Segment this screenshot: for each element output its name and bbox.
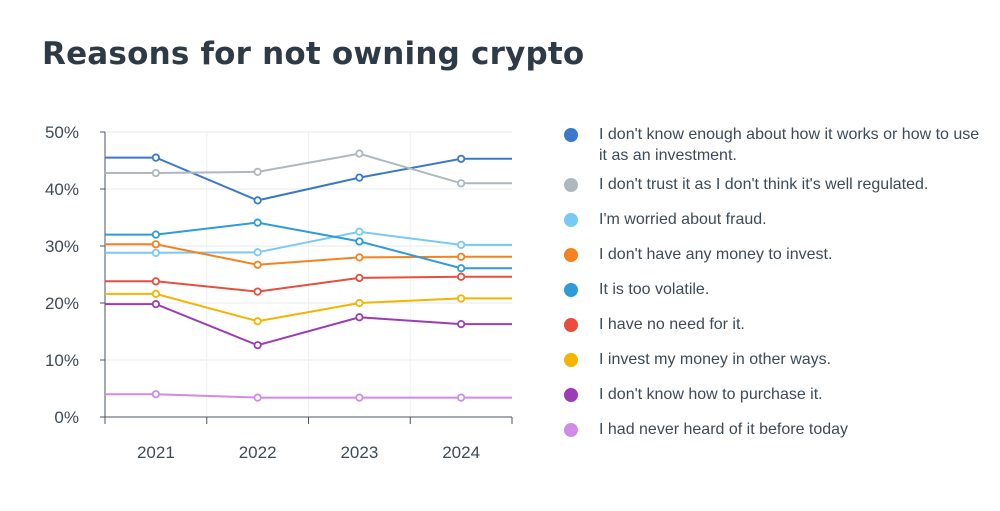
data-point: [151, 390, 160, 399]
series-line: [105, 303, 512, 347]
data-point: [355, 298, 364, 308]
data-point: [253, 341, 262, 350]
y-tick-label: 30%: [45, 237, 79, 256]
data-point: [151, 153, 160, 162]
series-line: [105, 230, 512, 254]
x-tick-label: 2023: [340, 443, 378, 462]
data-point: [457, 393, 466, 402]
data-point: [253, 196, 262, 205]
series-line: [105, 275, 512, 293]
data-point: [355, 273, 364, 283]
series-line: [105, 221, 512, 270]
data-point: [253, 393, 262, 402]
chart-legend: I don't know enough about how it works o…: [564, 124, 984, 440]
legend-item: I'm worried about fraud.: [564, 209, 984, 230]
x-tick-label: 2024: [442, 443, 480, 462]
data-point: [253, 167, 262, 176]
legend-item: It is too volatile.: [564, 279, 984, 300]
y-tick-label: 0%: [54, 408, 79, 427]
legend-swatch: [564, 423, 578, 437]
legend-swatch: [564, 248, 578, 262]
legend-item: I don't know how to purchase it.: [564, 384, 984, 405]
legend-label: I don't know how to purchase it.: [599, 386, 823, 403]
chart-title: Reasons for not owning crypto: [42, 36, 585, 72]
series-line: [105, 393, 512, 399]
data-point: [457, 154, 466, 163]
legend-swatch: [564, 318, 578, 332]
legend-label: I invest my money in other ways.: [599, 351, 832, 368]
data-point: [355, 313, 364, 322]
legend-label: It is too volatile.: [599, 281, 710, 298]
legend-label: I have no need for it.: [599, 316, 745, 333]
data-point: [253, 260, 262, 269]
legend-label: I had never heard of it before today: [599, 421, 849, 438]
series-line: [105, 152, 512, 185]
legend-swatch: [564, 388, 578, 402]
data-point: [457, 179, 466, 188]
legend-swatch: [564, 178, 578, 192]
legend-swatch: [564, 353, 578, 367]
data-point: [253, 248, 262, 257]
series-line: [105, 292, 512, 323]
x-tick-label: 2021: [137, 443, 175, 462]
y-tick-label: 20%: [45, 294, 79, 313]
data-point: [457, 272, 466, 281]
y-tick-label: 40%: [45, 180, 79, 199]
data-point: [457, 252, 466, 261]
data-point: [151, 230, 160, 239]
series-line: [105, 156, 512, 202]
legend-label: I don't trust it as I don't think it's w…: [599, 176, 929, 193]
series-line: [105, 243, 512, 266]
data-point: [457, 240, 466, 249]
data-point: [355, 237, 364, 246]
data-point: [253, 317, 262, 326]
data-point: [355, 173, 364, 182]
legend-label: I don't know enough about how it works o…: [599, 126, 980, 164]
legend-label: I'm worried about fraud.: [599, 211, 767, 228]
data-point: [151, 168, 160, 178]
data-point: [355, 149, 364, 158]
x-tick-label: 2022: [239, 443, 277, 462]
data-point: [151, 240, 160, 249]
data-point: [355, 227, 364, 236]
data-point: [355, 253, 364, 262]
legend-item: I have no need for it.: [564, 314, 984, 335]
legend-swatch: [564, 128, 578, 142]
data-point: [355, 393, 364, 402]
data-point: [151, 289, 160, 298]
data-point: [253, 287, 262, 296]
y-tick-label: 10%: [45, 351, 79, 370]
legend-item: I don't trust it as I don't think it's w…: [564, 174, 984, 195]
data-point: [457, 264, 466, 273]
data-point: [457, 294, 466, 303]
legend-item: I had never heard of it before today: [564, 419, 984, 440]
legend-item: I invest my money in other ways.: [564, 349, 984, 370]
data-point: [151, 248, 160, 257]
legend-label: I don't have any money to invest.: [599, 246, 833, 263]
data-point: [457, 319, 466, 329]
data-point: [151, 300, 160, 309]
legend-swatch: [564, 213, 578, 227]
legend-swatch: [564, 283, 578, 297]
data-point: [253, 218, 262, 227]
data-point: [151, 277, 160, 286]
y-tick-label: 50%: [45, 123, 79, 142]
legend-item: I don't have any money to invest.: [564, 244, 984, 265]
legend-item: I don't know enough about how it works o…: [564, 124, 984, 166]
